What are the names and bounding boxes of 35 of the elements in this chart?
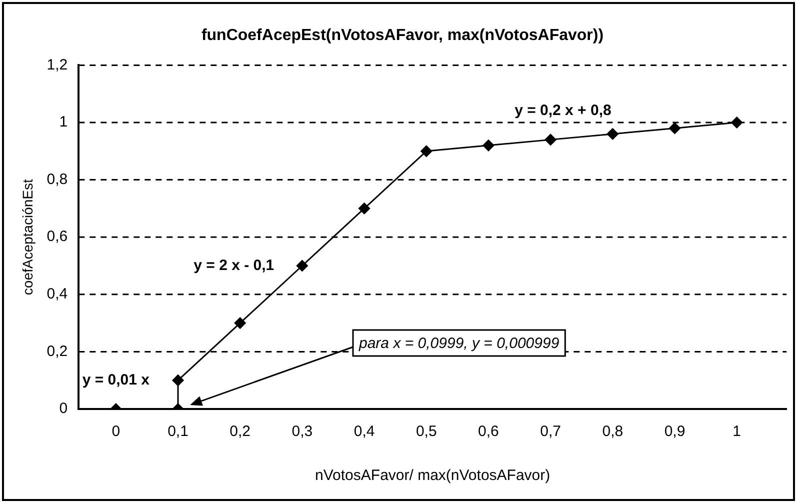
annotation: y = 0,2 x + 0,8 [514,102,612,120]
y-tick-label: 0,6 [46,228,68,246]
x-tick-label: 0,5 [416,423,437,440]
point [358,202,370,214]
annotation: y = 2 x - 0,1 [194,256,274,274]
x-tick-label: 0,7 [540,423,561,440]
x-tick-label: 0,3 [292,423,313,440]
x-tick-label: 0,8 [602,423,624,440]
x-tick-label: 1 [732,423,741,440]
annotation: y = 0,01 x [82,371,150,388]
x-axis-title: nVotosAFavor/ max(nVotosAFavor) [315,467,550,484]
point [420,145,432,157]
point [172,374,184,386]
y-tick-label: 0,8 [46,170,68,188]
x-tick-label: 0,4 [354,423,375,440]
point [234,317,246,329]
x-tick-label: 0,2 [230,423,251,440]
y-tick-label: 0,2 [46,342,68,360]
x-tick-label: 0,6 [478,423,499,440]
y-axis-title: coefAceptaciónEst [19,179,36,296]
point [482,140,494,152]
x-tick-label: 0,1 [168,423,188,440]
x-tick-label: 0 [112,423,120,440]
chart-title: funCoefAcepEst(nVotosAFavor, max(nVotosAFavor)) [201,27,604,44]
point [296,260,308,272]
x-tick-label: 0,9 [664,423,686,440]
y-tick-label: 1,2 [46,56,68,74]
y-tick-label: 1 [59,114,68,131]
point [606,128,618,140]
point [544,134,556,146]
point [731,116,743,128]
annotation: para x = 0,0999, y = 0,000999 [358,335,560,352]
point [668,122,680,134]
y-tick-label: 0 [59,400,68,418]
y-tick-label: 0,4 [46,286,68,303]
